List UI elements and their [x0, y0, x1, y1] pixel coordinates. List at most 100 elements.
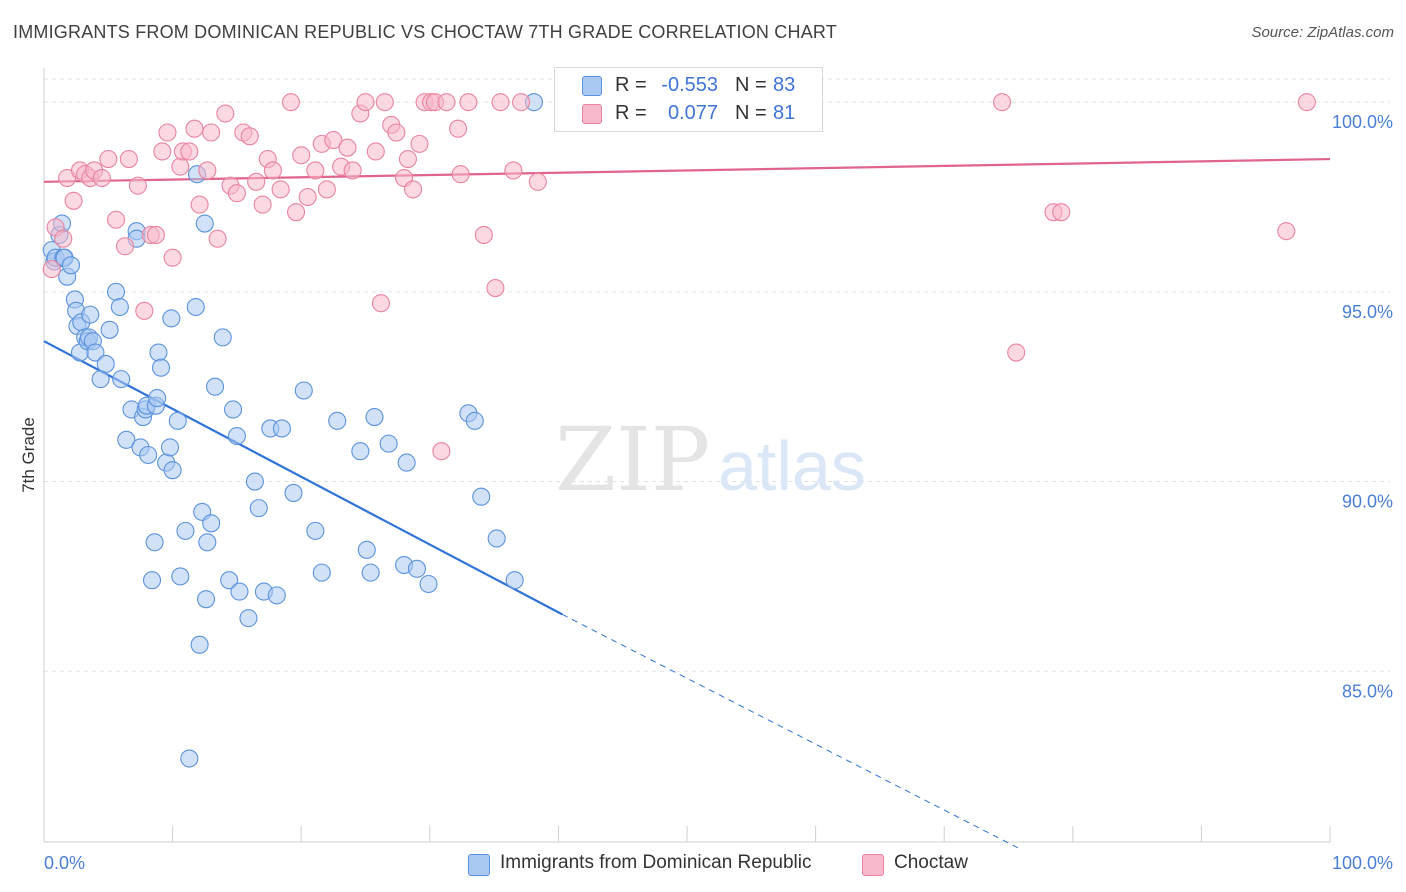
point-choctaw — [119, 150, 138, 169]
point-dominican — [365, 408, 384, 427]
point-dominican — [465, 411, 484, 430]
legend-n-label: N = — [735, 102, 767, 124]
point-dominican — [249, 499, 268, 518]
point-choctaw — [146, 225, 165, 244]
trend-line-dominican — [43, 340, 563, 616]
stats-legend: R = -0.553 N = 83 R = 0.077 N = 81 — [554, 67, 823, 132]
point-dominican — [145, 533, 164, 552]
point-dominican — [81, 305, 100, 324]
point-dominican — [267, 586, 286, 605]
y-tick-label: 90.0% — [1342, 492, 1393, 512]
point-choctaw — [528, 172, 547, 191]
data-points — [42, 93, 1316, 768]
point-choctaw — [486, 279, 505, 298]
axes — [43, 68, 1331, 843]
point-choctaw — [271, 180, 290, 199]
point-dominican — [487, 529, 506, 548]
point-choctaw — [398, 150, 417, 169]
legend-n-label: N = — [735, 74, 767, 96]
point-dominican — [196, 590, 216, 609]
legend-swatch-choctaw — [582, 104, 602, 124]
watermark: ZIP atlas — [555, 408, 866, 511]
point-choctaw — [198, 161, 217, 180]
point-dominican — [239, 609, 258, 628]
point-choctaw — [993, 93, 1012, 112]
point-dominican — [106, 282, 126, 301]
point-choctaw — [54, 229, 73, 248]
point-dominican — [505, 571, 524, 590]
point-choctaw — [306, 161, 325, 180]
point-dominican — [223, 400, 243, 419]
point-dominican — [139, 445, 158, 465]
point-dominican — [142, 571, 162, 590]
point-choctaw — [387, 123, 406, 142]
legend-row-dominican: R = -0.553 N = 83 — [555, 72, 822, 100]
point-choctaw — [491, 93, 510, 112]
bottom-legend-swatch-choctaw — [862, 854, 884, 876]
point-choctaw — [202, 123, 221, 142]
trend-line-choctaw — [43, 157, 1331, 183]
point-dominican — [205, 377, 225, 396]
point-dominican — [163, 461, 182, 480]
legend-r-label: R = — [615, 102, 647, 124]
point-choctaw — [1277, 222, 1296, 241]
point-choctaw — [99, 150, 118, 169]
point-choctaw — [115, 237, 135, 256]
point-dominican — [148, 389, 167, 408]
point-dominican — [171, 567, 190, 586]
point-choctaw — [153, 142, 172, 161]
point-dominican — [176, 521, 195, 540]
x-tick-label: 100.0% — [1332, 853, 1393, 873]
point-choctaw — [404, 180, 423, 199]
point-dominican — [213, 328, 232, 347]
trend-line-dominican-extension — [562, 613, 1022, 851]
legend-row-choctaw: R = 0.077 N = 81 — [555, 100, 822, 128]
point-choctaw — [227, 184, 246, 203]
point-choctaw — [356, 93, 375, 112]
point-dominican — [294, 381, 313, 400]
point-dominican — [86, 343, 105, 362]
y-tick-label: 95.0% — [1342, 302, 1393, 322]
point-choctaw — [190, 195, 209, 214]
legend-r-label: R = — [615, 74, 647, 96]
grid-lines — [44, 78, 1390, 672]
point-choctaw — [263, 161, 282, 180]
point-choctaw — [366, 142, 385, 161]
point-dominican — [195, 214, 214, 233]
point-choctaw — [253, 195, 272, 214]
point-dominican — [117, 430, 136, 449]
point-choctaw — [324, 131, 343, 150]
point-dominican — [162, 309, 181, 328]
point-choctaw — [135, 301, 154, 320]
source-label: Source: ZipAtlas.com — [1251, 24, 1394, 41]
point-dominican — [357, 540, 376, 559]
point-choctaw — [1007, 343, 1026, 362]
point-choctaw — [371, 294, 390, 313]
legend-n-value: 81 — [773, 102, 796, 124]
point-dominican — [202, 514, 221, 533]
x-tick-label: 0.0% — [44, 853, 85, 873]
point-dominican — [151, 358, 171, 377]
point-dominican — [180, 749, 199, 768]
point-choctaw — [158, 123, 177, 142]
point-choctaw — [437, 93, 456, 112]
point-choctaw — [185, 119, 204, 138]
chart-title: IMMIGRANTS FROM DOMINICAN REPUBLIC VS CH… — [13, 22, 837, 42]
point-dominican — [245, 472, 264, 491]
bottom-legend-dominican: Immigrants from Dominican Republic — [468, 852, 848, 876]
point-choctaw — [292, 146, 311, 165]
point-dominican — [230, 582, 249, 601]
point-dominican — [190, 635, 209, 654]
point-dominican — [186, 297, 205, 317]
point-dominican — [312, 563, 331, 582]
point-dominican — [397, 453, 416, 472]
point-dominican — [96, 354, 115, 373]
point-dominican — [198, 533, 217, 552]
legend-n-value: 83 — [773, 74, 796, 96]
point-choctaw — [451, 165, 470, 184]
watermark-zip: ZIP — [555, 408, 710, 511]
watermark-atlas: atlas — [718, 427, 866, 505]
point-choctaw — [287, 203, 306, 222]
point-dominican — [407, 559, 426, 578]
point-choctaw — [317, 180, 336, 199]
